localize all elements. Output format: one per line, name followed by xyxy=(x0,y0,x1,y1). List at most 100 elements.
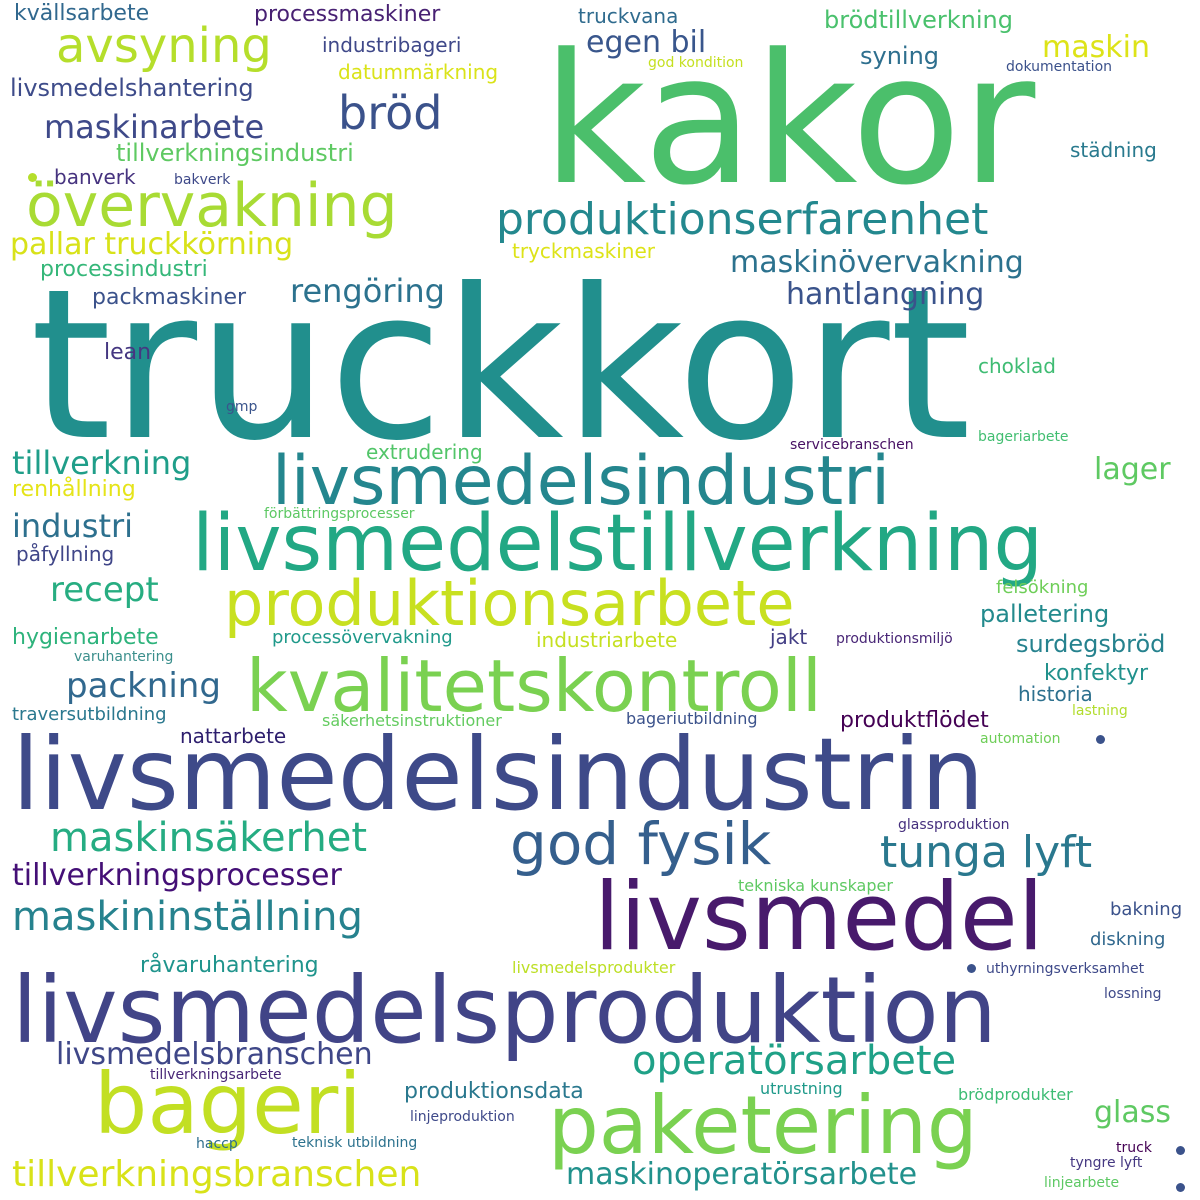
word-haccp: haccp xyxy=(196,1136,238,1152)
dot-5 xyxy=(1176,1183,1185,1192)
word-rengoring: rengöring xyxy=(290,272,445,310)
word-diskning: diskning xyxy=(1090,929,1166,950)
word-kakor: kakor xyxy=(542,16,1036,225)
word-processovervakning: processövervakning xyxy=(272,627,453,648)
word-bageri: bageri xyxy=(94,1055,362,1153)
word-lossning: lossning xyxy=(1104,986,1162,1002)
word-maskin: maskin xyxy=(1042,30,1150,65)
word-jakt: jakt xyxy=(770,625,808,649)
word-maskininstallning: maskininställning xyxy=(12,894,363,940)
dot-2 xyxy=(1096,735,1105,744)
word-historia: historia xyxy=(1018,682,1093,706)
word-dokumentation: dokumentation xyxy=(1006,59,1113,75)
word-servicebranschen: servicebranschen xyxy=(790,437,914,453)
word-syning: syning xyxy=(860,42,940,70)
word-paketering: paketering xyxy=(548,1079,978,1172)
word-processmaskiner: processmaskiner xyxy=(254,2,441,27)
word-operatorsarbete: operatörsarbete xyxy=(632,1038,957,1084)
word-lager: lager xyxy=(1094,452,1171,487)
word-stadning: städning xyxy=(1070,138,1157,162)
word-uthyrningsverksamhet: uthyrningsverksamhet xyxy=(986,961,1145,977)
word-livsmedelsproduktion: livsmedelsproduktion xyxy=(12,957,997,1064)
word-egen-bil: egen bil xyxy=(586,25,707,60)
word-datummarkning: datummärkning xyxy=(338,60,499,84)
word-nattarbete: nattarbete xyxy=(180,724,287,748)
word-bakning: bakning xyxy=(1110,899,1183,920)
word-maskinsakerhet: maskinsäkerhet xyxy=(50,815,368,861)
word-produktionsmiljo: produktionsmiljö xyxy=(836,631,953,647)
word-pafyllning: påfyllning xyxy=(16,542,115,566)
word-tryckmaskiner: tryckmaskiner xyxy=(512,239,655,263)
word-livsmedelsindustri: livsmedelsindustri xyxy=(272,442,891,521)
word-industribageri: industribageri xyxy=(322,33,462,57)
word-maskinovervakning: maskinövervakning xyxy=(730,245,1024,280)
word-avsyning: avsyning xyxy=(56,18,272,74)
word-varuhantering: varuhantering xyxy=(74,649,174,665)
dot-1 xyxy=(28,173,37,182)
word-god-fysik: god fysik xyxy=(510,810,772,878)
word-truck: truck xyxy=(1116,1140,1152,1156)
word-utrustning: utrustning xyxy=(760,1079,843,1098)
word-maskinoperatorsarbete: maskinoperatörsarbete xyxy=(566,1157,918,1192)
word-renhallning: renhållning xyxy=(12,477,136,502)
word-linjeproduktion: linjeproduktion xyxy=(410,1109,515,1125)
word-tunga-lyft: tunga lyft xyxy=(880,827,1093,878)
word-sakerhetsinstruktioner: säkerhetsinstruktioner xyxy=(322,711,502,730)
word-tillverkningsindustri: tillverkningsindustri xyxy=(116,139,354,167)
word-livsmedelshantering: livsmedelshantering xyxy=(10,74,254,102)
word-overvakning: övervakning xyxy=(26,171,398,241)
word-tillverkningsprocesser: tillverkningsprocesser xyxy=(12,858,342,893)
word-glassproduktion: glassproduktion xyxy=(898,817,1010,833)
word-livsmedel: livsmedel xyxy=(594,863,1044,972)
word-recept: recept xyxy=(50,570,159,610)
word-traversutbildning: traversutbildning xyxy=(12,704,167,725)
word-produktionserfarenhet: produktionserfarenhet xyxy=(496,194,989,245)
word-tillverkningsbranschen: tillverkningsbranschen xyxy=(12,1154,422,1195)
word-bakverk: bakverk xyxy=(174,172,231,188)
word-produktionsdata: produktionsdata xyxy=(404,1079,584,1104)
word-truckvana: truckvana xyxy=(578,4,679,28)
word-brodprodukter: brödprodukter xyxy=(958,1085,1073,1104)
word-gmp: gmp xyxy=(226,399,258,415)
word-extrudering: extrudering xyxy=(366,440,483,464)
word-truckkort: truckkort xyxy=(30,245,972,487)
word-lean: lean xyxy=(104,340,152,365)
word-kvalitetskontroll: kvalitetskontroll xyxy=(246,644,822,728)
word-glass: glass xyxy=(1094,1095,1172,1130)
word-produktflodet: produktflödet xyxy=(840,708,989,733)
word-tyngre-lyft: tyngre lyft xyxy=(1070,1155,1143,1171)
word-packmaskiner: packmaskiner xyxy=(92,285,247,310)
word-packning: packning xyxy=(66,666,221,706)
word-industriarbete: industriarbete xyxy=(536,628,678,652)
word-pallar-truckkorning: pallar truckkörning xyxy=(10,227,294,262)
word-livsmedelsbranschen: livsmedelsbranschen xyxy=(56,1037,373,1072)
word-livsmedelsprodukter: livsmedelsprodukter xyxy=(512,958,676,977)
word-choklad: choklad xyxy=(978,354,1056,378)
word-ravaruhantering: råvaruhantering xyxy=(140,953,319,978)
word-forbattringsprocesser: förbättringsprocesser xyxy=(264,506,415,522)
word-livsmedelsindustrin: livsmedelsindustrin xyxy=(12,716,985,833)
word-tillverkningsarbete: tillverkningsarbete xyxy=(150,1067,282,1083)
word-banverk: banverk xyxy=(54,165,136,189)
word-brodtillverkning: brödtillverkning xyxy=(824,6,1013,34)
dot-3 xyxy=(967,964,976,973)
word-kvallsarbete: kvällsarbete xyxy=(14,1,150,26)
word-produktionsarbete: produktionsarbete xyxy=(224,567,795,640)
word-tekniska-kunskaper: tekniska kunskaper xyxy=(738,876,893,895)
word-processindustri: processindustri xyxy=(40,257,208,282)
word-industri: industri xyxy=(12,507,134,545)
word-felsokning: felsökning xyxy=(996,577,1089,598)
dot-4 xyxy=(1176,1146,1185,1155)
word-hantlangning: hantlangning xyxy=(786,277,985,312)
word-palletering: palletering xyxy=(980,600,1110,628)
word-surdegsbrod: surdegsbröd xyxy=(1016,630,1166,658)
word-konfektyr: konfektyr xyxy=(1044,661,1149,686)
word-maskinarbete: maskinarbete xyxy=(44,108,265,146)
word-tillverkning: tillverkning xyxy=(12,444,192,482)
word-teknisk-utbildning: teknisk utbildning xyxy=(292,1135,418,1151)
word-automation: automation xyxy=(980,731,1061,747)
word-lastning: lastning xyxy=(1072,703,1128,719)
word-bageriarbete: bageriarbete xyxy=(978,429,1069,445)
word-god-kondition: god kondition xyxy=(648,55,744,71)
